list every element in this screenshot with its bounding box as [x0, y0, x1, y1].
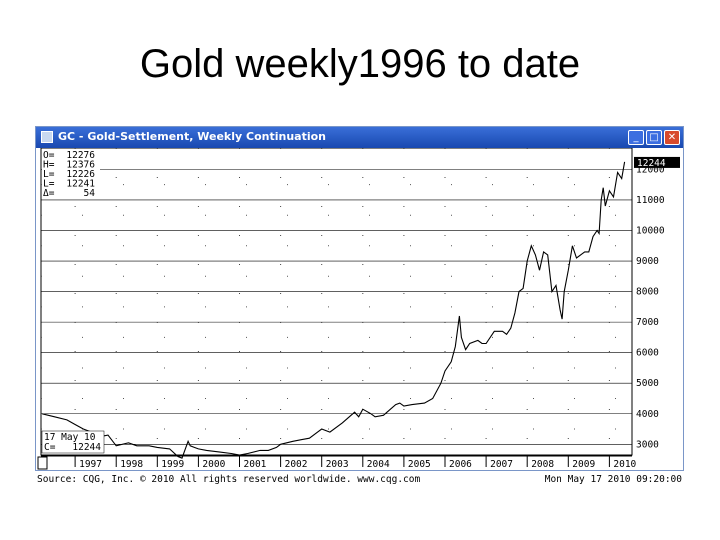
ohlc-label: H= — [43, 160, 55, 171]
y-tick-label: 5000 — [636, 378, 659, 389]
x-tick-label: 2009 — [572, 459, 595, 470]
y-tick-label: 3000 — [636, 439, 659, 450]
x-tick-label: 2008 — [531, 459, 554, 470]
y-tick-label: 10000 — [636, 225, 665, 236]
y-tick-label: 7000 — [636, 317, 659, 328]
y-tick-label: 6000 — [636, 348, 659, 359]
x-tick-label: 2006 — [449, 459, 472, 470]
x-tick-label: 1999 — [161, 459, 184, 470]
x-tick-label: 2002 — [285, 459, 308, 470]
window-titlebar[interactable]: GC - Gold-Settlement, Weekly Continuatio… — [36, 127, 683, 148]
x-tick-label: 2005 — [408, 459, 431, 470]
last-value-label: 12244 — [637, 158, 666, 169]
chart-area[interactable]: 12000 11000 10000 9000 8000 7000 6000 5000 4000 3… — [36, 147, 683, 470]
app-icon — [41, 131, 53, 143]
ohlc-label: O= — [43, 150, 55, 161]
ohlc-value: 54 — [84, 188, 96, 199]
y-tick-label: 11000 — [636, 195, 665, 206]
slide-title: Gold weekly1996 to date — [139, 42, 581, 86]
chart-window: GC - Gold-Settlement, Weekly Continuatio… — [35, 126, 684, 471]
ohlc-value: 12376 — [66, 160, 95, 171]
chart-timestamp: Mon May 17 2010 09:20:00 — [544, 474, 682, 485]
x-tick-label: 2004 — [367, 459, 390, 470]
x-tick-label: 2010 — [613, 459, 636, 470]
y-tick-label: 12000 — [636, 164, 665, 175]
y-tick-label: 8000 — [636, 287, 659, 298]
cursor-date: 17 May 10 — [44, 432, 96, 443]
left-ruler — [36, 148, 41, 455]
plot-border — [40, 147, 633, 456]
cursor-readout-box — [41, 430, 105, 454]
x-tick-label: 2007 — [490, 459, 513, 470]
source-credit: Source: CQG, Inc. © 2010 All rights rese… — [37, 474, 421, 485]
cursor-close-label: C= — [44, 442, 56, 453]
x-tick-label: 2000 — [202, 459, 225, 470]
ohlc-readout-box — [42, 149, 100, 199]
footer: Source: CQG, Inc. © 2010 All rights rese… — [37, 474, 682, 488]
ohlc-value: 12276 — [66, 150, 95, 161]
x-tick-label: 1998 — [120, 459, 143, 470]
window-title: GC - Gold-Settlement, Weekly Continuatio… — [58, 130, 327, 143]
last-value-tag — [634, 156, 680, 168]
minimize-button[interactable]: _ — [628, 130, 644, 145]
ohlc-label: Δ= — [43, 188, 55, 199]
y-tick-label: 9000 — [636, 256, 659, 267]
x-tick-label: 2001 — [244, 459, 267, 470]
y-tick-label: 4000 — [636, 409, 659, 420]
close-button[interactable]: ✕ — [664, 130, 680, 145]
price-line — [42, 161, 626, 459]
ohlc-value: 12226 — [66, 169, 95, 180]
price-chart[interactable]: 12000 11000 10000 9000 8000 7000 6000 5000 4000 3… — [36, 147, 683, 470]
x-tick-label: 2003 — [326, 459, 349, 470]
cursor-close-value: 12244 — [72, 442, 101, 453]
ohlc-label: L= — [43, 169, 55, 180]
scroll-thumb — [37, 456, 48, 470]
x-tick-label: 1997 — [79, 459, 102, 470]
ohlc-value: 12241 — [66, 179, 95, 190]
ohlc-label: L= — [43, 179, 55, 190]
maximize-button[interactable]: □ — [646, 130, 662, 145]
